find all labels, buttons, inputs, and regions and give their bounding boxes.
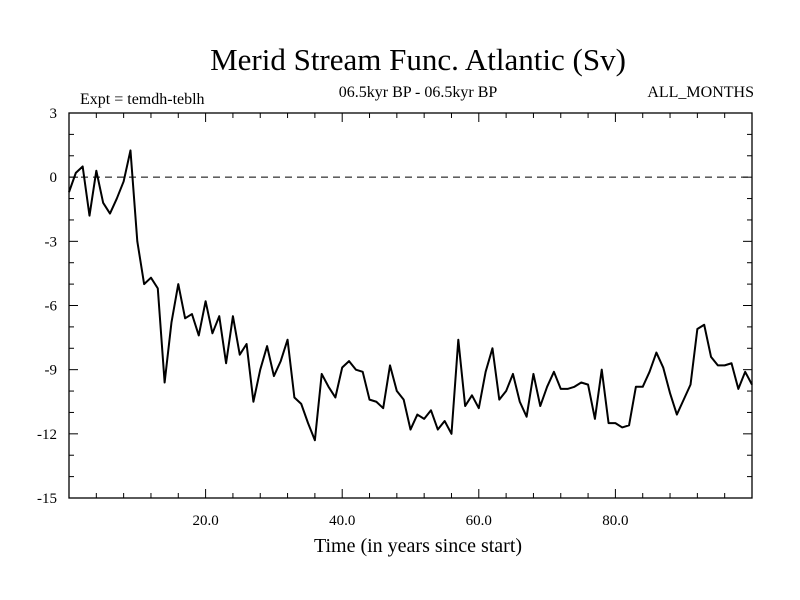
experiment-label: Expt = temdh-teblh	[80, 91, 205, 108]
series-line	[68, 149, 753, 442]
x-tick-label: 40.0	[329, 513, 355, 529]
y-tick-label: 0	[50, 170, 58, 186]
x-tick-labels: 20.0 40.0 60.0 80.0	[192, 513, 628, 529]
chart-title: Merid Stream Func. Atlantic (Sv)	[210, 42, 626, 77]
y-tick-label: -15	[37, 491, 57, 507]
y-major-ticks	[69, 112, 752, 499]
plot-frame	[68, 112, 753, 499]
y-minor-ticks	[69, 133, 752, 478]
x-major-ticks	[205, 113, 616, 498]
y-tick-label: -12	[37, 427, 57, 443]
y-tick-label: -3	[45, 234, 58, 250]
months-label: ALL_MONTHS	[647, 84, 754, 101]
x-axis-label: Time (in years since start)	[314, 535, 522, 557]
time-range-label: 06.5kyr BP - 06.5kyr BP	[339, 84, 498, 101]
x-tick-label: 60.0	[466, 513, 492, 529]
y-tick-label: -9	[45, 363, 58, 379]
x-minor-ticks	[95, 113, 726, 498]
x-tick-label: 80.0	[602, 513, 628, 529]
y-tick-label: 3	[50, 106, 58, 122]
y-tick-labels: 3 0 -3 -6 -9 -12 -15	[37, 106, 57, 507]
x-tick-label: 20.0	[192, 513, 218, 529]
y-tick-label: -6	[45, 299, 58, 315]
